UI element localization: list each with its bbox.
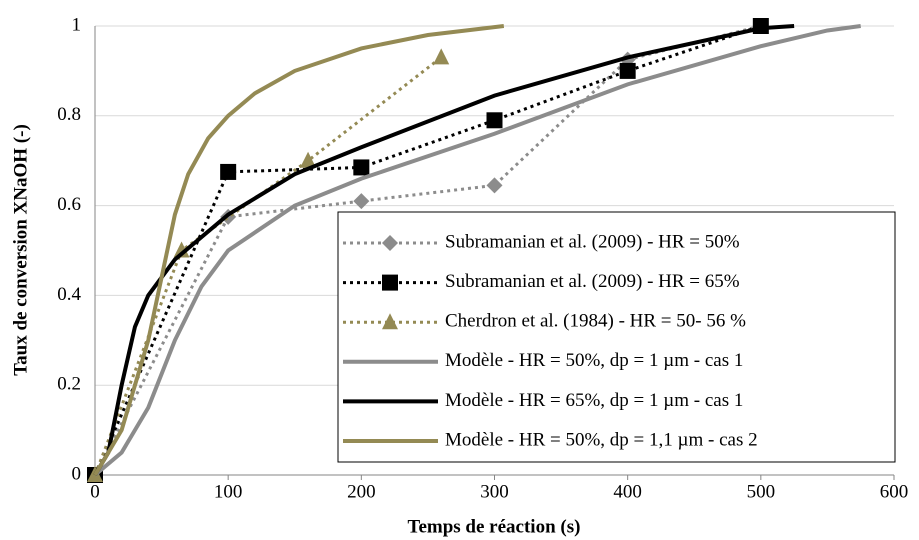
marker <box>300 151 317 168</box>
marker <box>433 48 450 65</box>
marker <box>382 313 398 330</box>
series-line <box>93 56 443 476</box>
x-axis-title: Temps de réaction (s) <box>408 516 581 537</box>
y-tick-label: 0.8 <box>57 104 81 125</box>
y-tick-label: 1 <box>72 14 82 35</box>
legend-label: Cherdron et al. (1984) - HR = 50- 56 % <box>445 311 746 332</box>
x-tick-label: 0 <box>90 481 100 502</box>
series-line <box>93 24 505 477</box>
y-tick-label: 0.2 <box>57 374 81 395</box>
series-line <box>93 24 762 476</box>
y-tick-label: 0.6 <box>57 194 81 215</box>
x-tick-label: 200 <box>347 481 376 502</box>
marker <box>486 112 503 129</box>
legend-label: Modèle - HR = 50%, dp = 1 µm - cas 1 <box>445 350 743 371</box>
series-line <box>93 24 795 477</box>
marker <box>353 159 370 176</box>
marker <box>173 241 190 258</box>
marker <box>382 274 398 291</box>
legend-label: Subramanian et al. (2009) - HR = 65% <box>445 271 740 292</box>
y-tick-label: 0 <box>72 463 82 484</box>
legend-label: Modèle - HR = 50%, dp = 1,1 µm - cas 2 <box>445 429 758 450</box>
x-tick-label: 500 <box>747 481 776 502</box>
x-tick-label: 100 <box>214 481 243 502</box>
marker <box>486 177 503 194</box>
y-axis-title: Taux de conversion XNaOH (-) <box>10 124 31 376</box>
marker <box>353 193 370 210</box>
x-tick-label: 400 <box>613 481 642 502</box>
legend-box <box>337 211 896 463</box>
marker <box>382 235 398 251</box>
marker <box>220 163 237 180</box>
marker <box>619 62 636 79</box>
x-tick-label: 600 <box>880 481 909 502</box>
legend-label: Subramanian et al. (2009) - HR = 50% <box>445 231 740 252</box>
series-line <box>93 24 861 477</box>
x-tick-label: 300 <box>480 481 509 502</box>
y-tick-label: 0.4 <box>57 284 81 305</box>
legend-label: Modèle - HR = 65%, dp = 1 µm - cas 1 <box>445 390 743 411</box>
